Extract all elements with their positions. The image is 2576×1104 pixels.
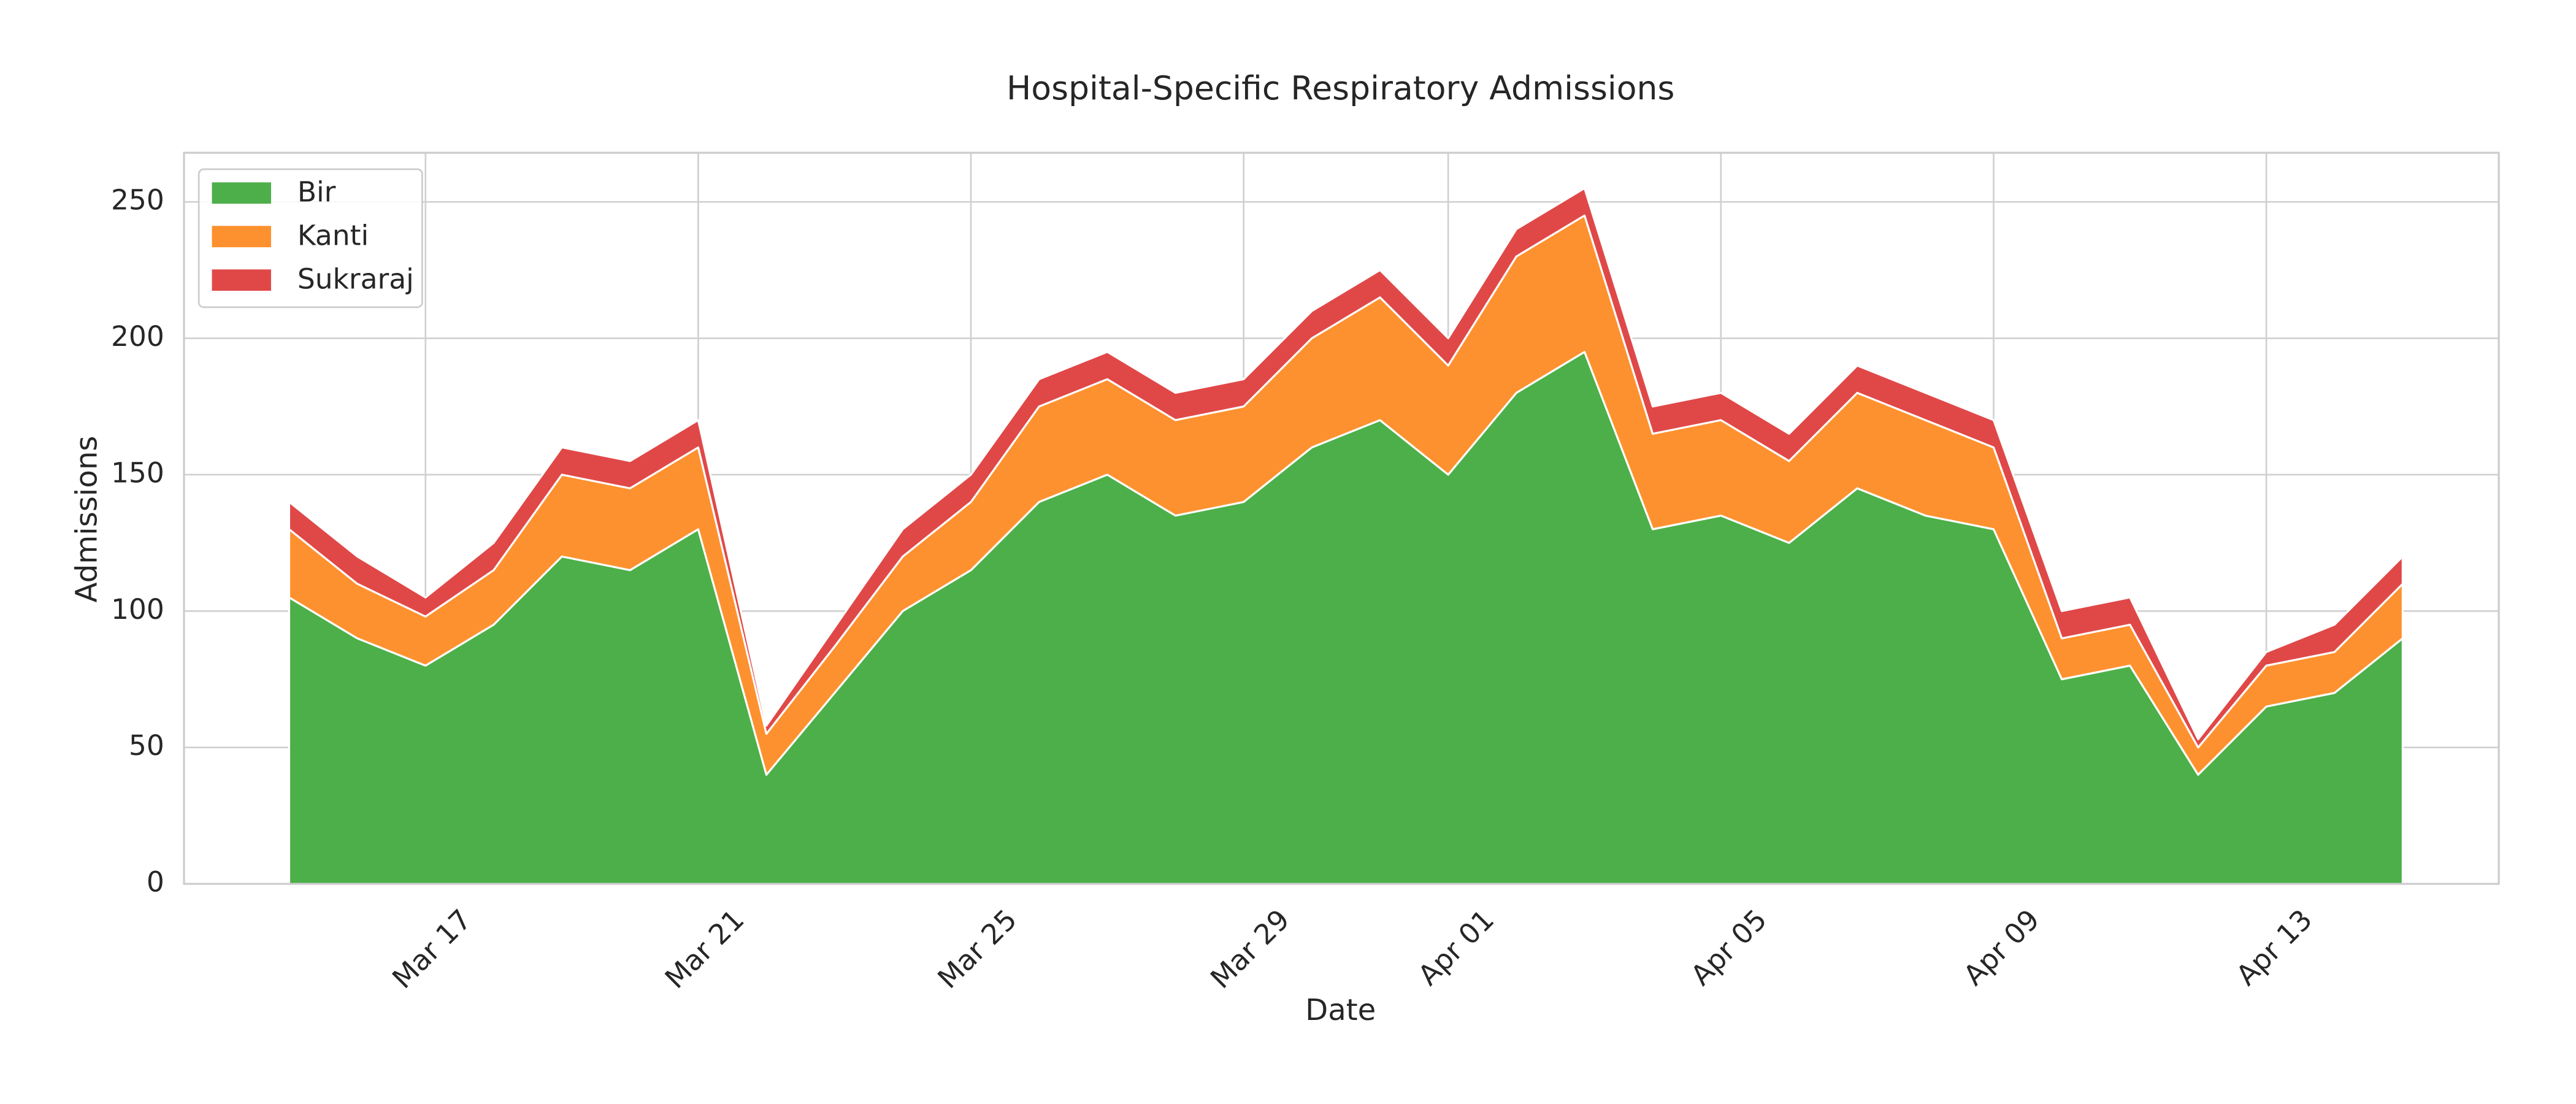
y-tick-label: 0	[147, 866, 164, 899]
x-tick-label: Apr 09	[1957, 903, 2045, 992]
x-tick-label: Apr 13	[2230, 903, 2318, 992]
x-axis-label: Date	[1305, 993, 1376, 1027]
legend-swatch	[212, 182, 271, 204]
legend-swatch	[212, 226, 271, 248]
area	[288, 187, 2404, 749]
y-tick-label: 200	[111, 320, 164, 353]
x-tick-label: Mar 17	[386, 903, 477, 995]
legend-label: Sukraraj	[297, 263, 414, 296]
y-tick-label: 150	[111, 456, 164, 489]
x-tick-label: Apr 01	[1412, 903, 1500, 992]
y-tick-label: 100	[111, 593, 164, 626]
y-tick-label: 50	[129, 729, 164, 762]
x-tick-label: Mar 29	[1204, 903, 1295, 995]
x-tick-label: Apr 05	[1685, 903, 1773, 992]
y-tick-label: 250	[111, 184, 164, 217]
chart-title: Hospital-Specific Respiratory Admissions	[1006, 69, 1674, 107]
plot-frame	[183, 151, 2500, 885]
x-tick-label: Mar 25	[932, 903, 1023, 995]
y-axis-label: Admissions	[70, 435, 104, 602]
legend-label: Kanti	[297, 220, 369, 252]
legend: Bir Kanti Sukraraj	[197, 168, 423, 309]
legend-swatch	[212, 269, 271, 291]
legend-label: Bir	[297, 176, 336, 209]
x-tick-label: Mar 21	[659, 903, 750, 995]
